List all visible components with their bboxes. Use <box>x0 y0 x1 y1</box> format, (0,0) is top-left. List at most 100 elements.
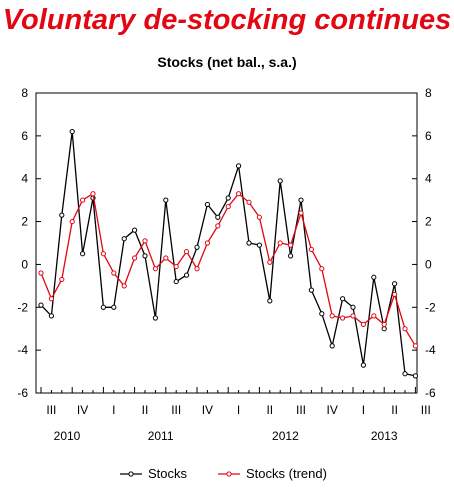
data-point-stocks <box>80 251 86 257</box>
data-point-stocks <box>381 326 387 332</box>
data-point-stocks-trend <box>48 296 55 302</box>
data-point-stocks <box>236 163 242 169</box>
y-tick-label-right: -6 <box>425 386 436 400</box>
data-point-stocks <box>111 304 117 310</box>
data-point-stocks-trend <box>256 214 262 220</box>
data-point-stocks-trend <box>392 291 398 298</box>
data-point-stocks <box>288 253 294 259</box>
data-point-stocks <box>412 373 418 379</box>
data-point-stocks-trend <box>90 191 96 197</box>
x-quarter-label: IV <box>202 403 213 417</box>
x-quarter-label: I <box>237 403 240 417</box>
data-point-stocks <box>350 304 356 310</box>
data-point-stocks-trend <box>329 313 335 319</box>
plot-frame <box>35 92 418 394</box>
data-point-stocks <box>360 362 366 368</box>
y-tick-label-right: 0 <box>425 257 432 271</box>
chart-title: Stocks (net bal., s.a.) <box>157 54 296 70</box>
y-tick-label-right: -2 <box>425 300 436 314</box>
x-year-label: 2010 <box>54 429 81 443</box>
data-point-stocks-trend <box>360 321 366 328</box>
data-point-stocks <box>340 296 346 302</box>
y-axis-right: -6 -4 -2 0 2 4 6 8 <box>412 86 436 400</box>
data-point-stocks <box>308 287 314 293</box>
data-point-stocks <box>38 302 44 308</box>
x-quarter-label: II <box>391 403 398 417</box>
y-axis-left: -6 -4 -2 0 2 4 6 8 <box>17 86 41 400</box>
data-point-stocks-trend <box>412 343 418 349</box>
data-point-stocks-trend <box>173 263 179 270</box>
x-quarter-label: II <box>266 403 273 417</box>
data-point-stocks <box>152 315 158 321</box>
data-point-stocks-trend <box>38 270 44 276</box>
data-point-stocks-trend <box>225 203 231 210</box>
data-point-stocks-trend <box>319 266 325 272</box>
data-point-stocks <box>59 212 65 218</box>
data-point-stocks <box>215 214 221 220</box>
data-point-stocks-trend <box>152 266 158 272</box>
series-layer <box>38 128 418 379</box>
data-point-stocks-trend <box>288 242 294 248</box>
data-point-stocks <box>267 298 273 304</box>
x-quarter-label: III <box>421 403 431 417</box>
data-point-stocks <box>194 244 200 250</box>
y-tick-label-right: 8 <box>425 86 432 100</box>
data-point-stocks-trend <box>59 276 65 283</box>
x-quarter-label: I <box>112 403 115 417</box>
data-point-stocks-trend <box>184 248 190 255</box>
data-point-stocks-trend <box>215 223 221 229</box>
data-point-stocks <box>319 311 325 317</box>
data-point-stocks-trend <box>308 246 314 253</box>
x-year-label: 2013 <box>371 429 398 443</box>
x-quarter-label: I <box>362 403 365 417</box>
data-point-stocks <box>392 281 398 287</box>
data-point-stocks <box>173 278 179 285</box>
data-point-stocks <box>69 128 75 135</box>
data-point-stocks-trend <box>277 240 283 246</box>
data-point-stocks <box>163 197 169 203</box>
x-quarter-label: III <box>171 403 181 417</box>
legend: Stocks Stocks (trend) <box>120 466 327 481</box>
data-point-stocks-trend <box>381 321 387 328</box>
data-point-stocks <box>402 371 408 377</box>
data-point-stocks <box>329 343 335 349</box>
data-point-stocks <box>371 274 377 280</box>
data-point-stocks <box>142 253 148 259</box>
y-tick-label-left: 2 <box>21 215 28 229</box>
data-point-stocks <box>184 272 190 278</box>
y-tick-label-left: -4 <box>17 343 28 357</box>
y-tick-label-left: 8 <box>21 86 28 100</box>
data-point-stocks-trend <box>100 251 107 257</box>
data-point-stocks-trend <box>132 255 138 261</box>
legend-marker <box>226 471 232 477</box>
legend-label: Stocks (trend) <box>246 466 327 481</box>
data-point-stocks-trend <box>246 199 252 205</box>
legend-marker <box>128 471 134 477</box>
headline: Voluntary de-stocking continues <box>2 4 452 36</box>
y-tick-label-left: 6 <box>21 129 28 143</box>
y-tick-label-right: 6 <box>425 129 432 143</box>
series-line-stocks-trend <box>40 192 416 347</box>
x-quarter-label: III <box>46 403 56 417</box>
x-year-label: 2011 <box>148 429 174 443</box>
x-quarter-label: IV <box>77 403 88 417</box>
data-point-stocks-trend <box>236 191 242 197</box>
data-point-stocks-trend <box>163 255 169 261</box>
data-point-stocks-trend <box>142 238 148 244</box>
x-quarter-label: IV <box>327 403 338 417</box>
data-point-stocks <box>121 236 127 242</box>
data-point-stocks <box>204 201 210 208</box>
data-point-stocks-trend <box>298 210 304 216</box>
data-point-stocks <box>48 313 55 319</box>
data-point-stocks-trend <box>121 283 127 289</box>
data-point-stocks <box>132 227 138 233</box>
data-point-stocks-trend <box>350 313 356 319</box>
x-quarter-label: III <box>296 403 306 417</box>
data-point-stocks-trend <box>194 266 200 272</box>
data-point-stocks <box>246 240 252 246</box>
y-tick-label-left: 0 <box>21 257 28 271</box>
y-tick-label-left: -6 <box>17 386 28 400</box>
y-tick-label-right: -4 <box>425 343 436 357</box>
